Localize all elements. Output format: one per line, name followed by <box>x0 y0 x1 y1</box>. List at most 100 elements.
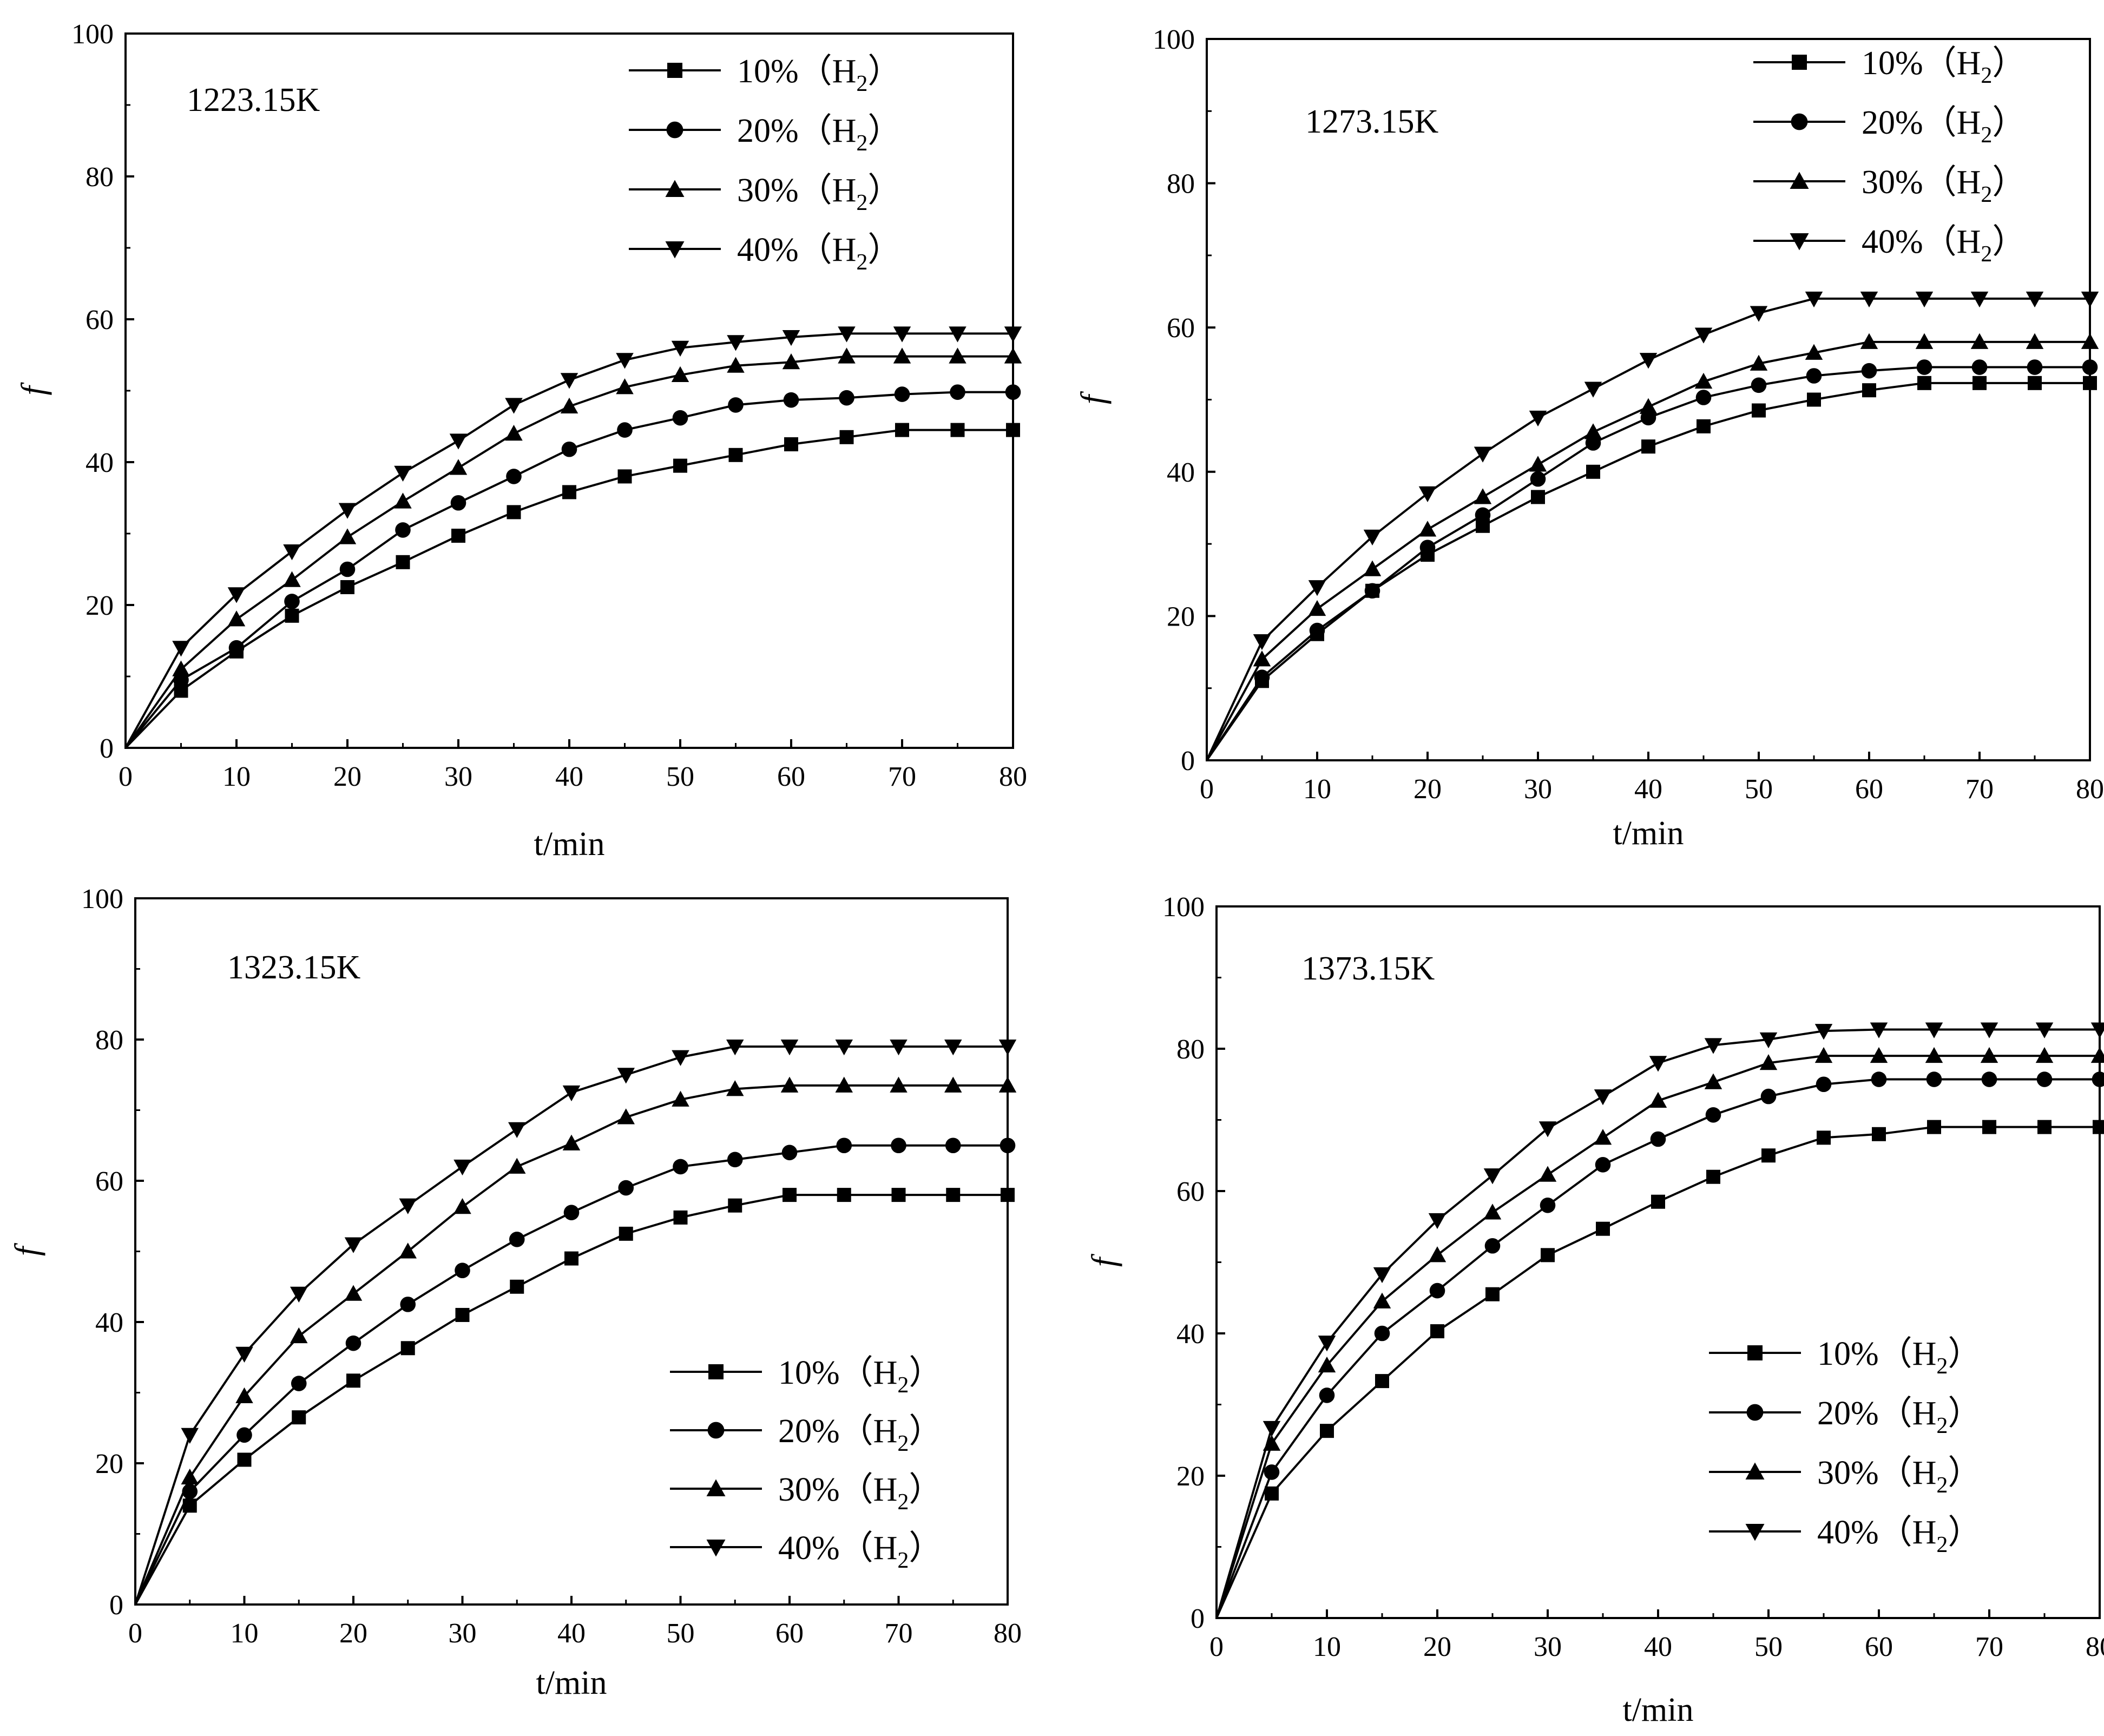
series-3-point-15 <box>2035 1047 2054 1063</box>
x-tick-label-7: 70 <box>1975 1632 2003 1662</box>
series-2-point-16 <box>2092 1071 2104 1087</box>
series-2-point-12 <box>781 1145 798 1161</box>
x-tick-label-8: 80 <box>2076 774 2104 805</box>
legend-label: 10%（H2） <box>737 53 901 96</box>
legend-label: 30%（H2） <box>1817 1455 1981 1498</box>
x-tick-label-3: 30 <box>1524 774 1552 805</box>
series-1-point-8 <box>562 485 576 499</box>
series-3-point-4 <box>1428 1246 1446 1262</box>
series-2-point-6 <box>455 1262 470 1279</box>
legend-item-3: 30%（H2） <box>1709 1455 1981 1498</box>
series-1 <box>1215 1120 2104 1619</box>
series-2-point-13 <box>839 390 854 406</box>
series-3-point-3 <box>1363 560 1382 576</box>
legend: 10%（H2） 20%（H2） 30%（H2） 40%（H2） <box>1709 1336 1981 1557</box>
series-4-point-8 <box>560 373 578 389</box>
series-4-point-12 <box>780 1040 799 1056</box>
series-2-point-15 <box>950 384 965 400</box>
series-1-point-14 <box>1973 376 1987 390</box>
legend-label: 40%（H2） <box>778 1530 942 1573</box>
series-1-point-15 <box>2037 1120 2052 1134</box>
series-2-point-10 <box>672 410 688 426</box>
y-tick-label-0: 0 <box>1191 1603 1205 1634</box>
series-1-point-6 <box>1531 490 1545 504</box>
x-tick-label-1: 10 <box>1303 774 1331 805</box>
series-4-point-11 <box>1805 291 1823 308</box>
series-2-point-4 <box>1429 1283 1445 1299</box>
series-2 <box>134 1137 1016 1605</box>
series-3-point-3 <box>290 1327 308 1344</box>
y-tick-label-5: 100 <box>81 884 123 915</box>
y-tick-label-1: 20 <box>1167 601 1195 632</box>
legend: 10%（H2） 20%（H2） 30%（H2） 40%（H2） <box>670 1354 942 1573</box>
series-2-point-4 <box>1419 540 1436 556</box>
series-3 <box>134 1076 1017 1605</box>
series-3-point-10 <box>1750 354 1768 371</box>
series-3-point-6 <box>449 459 468 475</box>
series-3-point-5 <box>394 492 412 509</box>
series-4-point-8 <box>1639 353 1658 369</box>
series-1-point-7 <box>1586 464 1600 479</box>
series-3-point-3 <box>1373 1292 1391 1308</box>
series-2-point-8 <box>1650 1131 1666 1147</box>
series-4-point-3 <box>283 544 301 561</box>
series-2-point-16 <box>1000 1137 1016 1154</box>
series-4-point-7 <box>1594 1089 1612 1106</box>
temperature-label: 1273.15K <box>1305 103 1439 140</box>
series-4-point-4 <box>1428 1213 1446 1229</box>
legend-label: 10%（H2） <box>1862 45 2026 88</box>
series-1-point-11 <box>1807 392 1821 407</box>
x-tick-label-1: 10 <box>1313 1632 1341 1662</box>
plot-frame <box>1215 905 2101 1619</box>
legend-label: 20%（H2） <box>737 113 901 156</box>
series-2-point-11 <box>1816 1076 1832 1093</box>
y-tick-label-3: 60 <box>1176 1176 1205 1207</box>
series-1-point-6 <box>455 1307 470 1322</box>
series-4-point-5 <box>394 465 412 482</box>
series-1-point-15 <box>950 423 965 437</box>
series-4-point-12 <box>782 330 800 346</box>
series-3-point-8 <box>562 1134 581 1150</box>
series-4-point-15 <box>2035 1022 2054 1038</box>
series-4-point-2 <box>227 587 246 603</box>
series-1-point-13 <box>837 1188 851 1202</box>
series-3-point-11 <box>727 357 745 373</box>
series-1-point-9 <box>1697 419 1711 433</box>
series-1-point-10 <box>673 458 687 473</box>
legend-item-2: 20%（H2） <box>670 1413 942 1456</box>
legend-marker-triangle-down <box>1790 233 1809 251</box>
x-tick-label-8: 80 <box>2086 1632 2104 1662</box>
legend-marker-circle <box>666 121 683 139</box>
series-4-point-4 <box>344 1237 363 1253</box>
legend-label: 30%（H2） <box>737 172 901 215</box>
series-2-point-9 <box>1705 1107 1721 1123</box>
x-tick-label-5: 50 <box>667 1618 695 1649</box>
series-3-point-16 <box>1004 347 1022 364</box>
series-2-point-12 <box>783 392 799 408</box>
series-2-point-2 <box>1319 1388 1335 1403</box>
series-1-point-10 <box>1752 403 1766 418</box>
legend-label: 30%（H2） <box>1862 164 2026 207</box>
series-2-point-5 <box>1484 1238 1501 1254</box>
series-4-point-3 <box>1373 1267 1391 1284</box>
series-1-point-9 <box>1706 1169 1720 1184</box>
y-tick-label-1: 20 <box>95 1449 123 1479</box>
series-2-point-15 <box>2027 359 2043 375</box>
series-2-point-13 <box>1916 359 1932 375</box>
series-1-point-5 <box>396 555 410 569</box>
legend-item-3: 30%（H2） <box>1753 164 2026 207</box>
series-4-point-6 <box>453 1159 471 1176</box>
series-2-point-3 <box>291 1376 307 1391</box>
series-2-point-16 <box>2082 359 2098 375</box>
series-4-point-9 <box>616 353 634 369</box>
series-2-point-12 <box>1871 1071 1887 1087</box>
series-4-point-12 <box>1870 1022 1888 1038</box>
x-tick-label-3: 30 <box>444 761 472 792</box>
series-3-point-10 <box>671 366 689 382</box>
series-3-point-9 <box>1694 372 1713 389</box>
series-3-point-2 <box>227 610 246 627</box>
series-4-point-14 <box>1980 1022 1998 1038</box>
series-1-point-8 <box>1641 439 1655 454</box>
x-tick-label-4: 40 <box>555 761 583 792</box>
series-3-point-7 <box>508 1158 526 1174</box>
